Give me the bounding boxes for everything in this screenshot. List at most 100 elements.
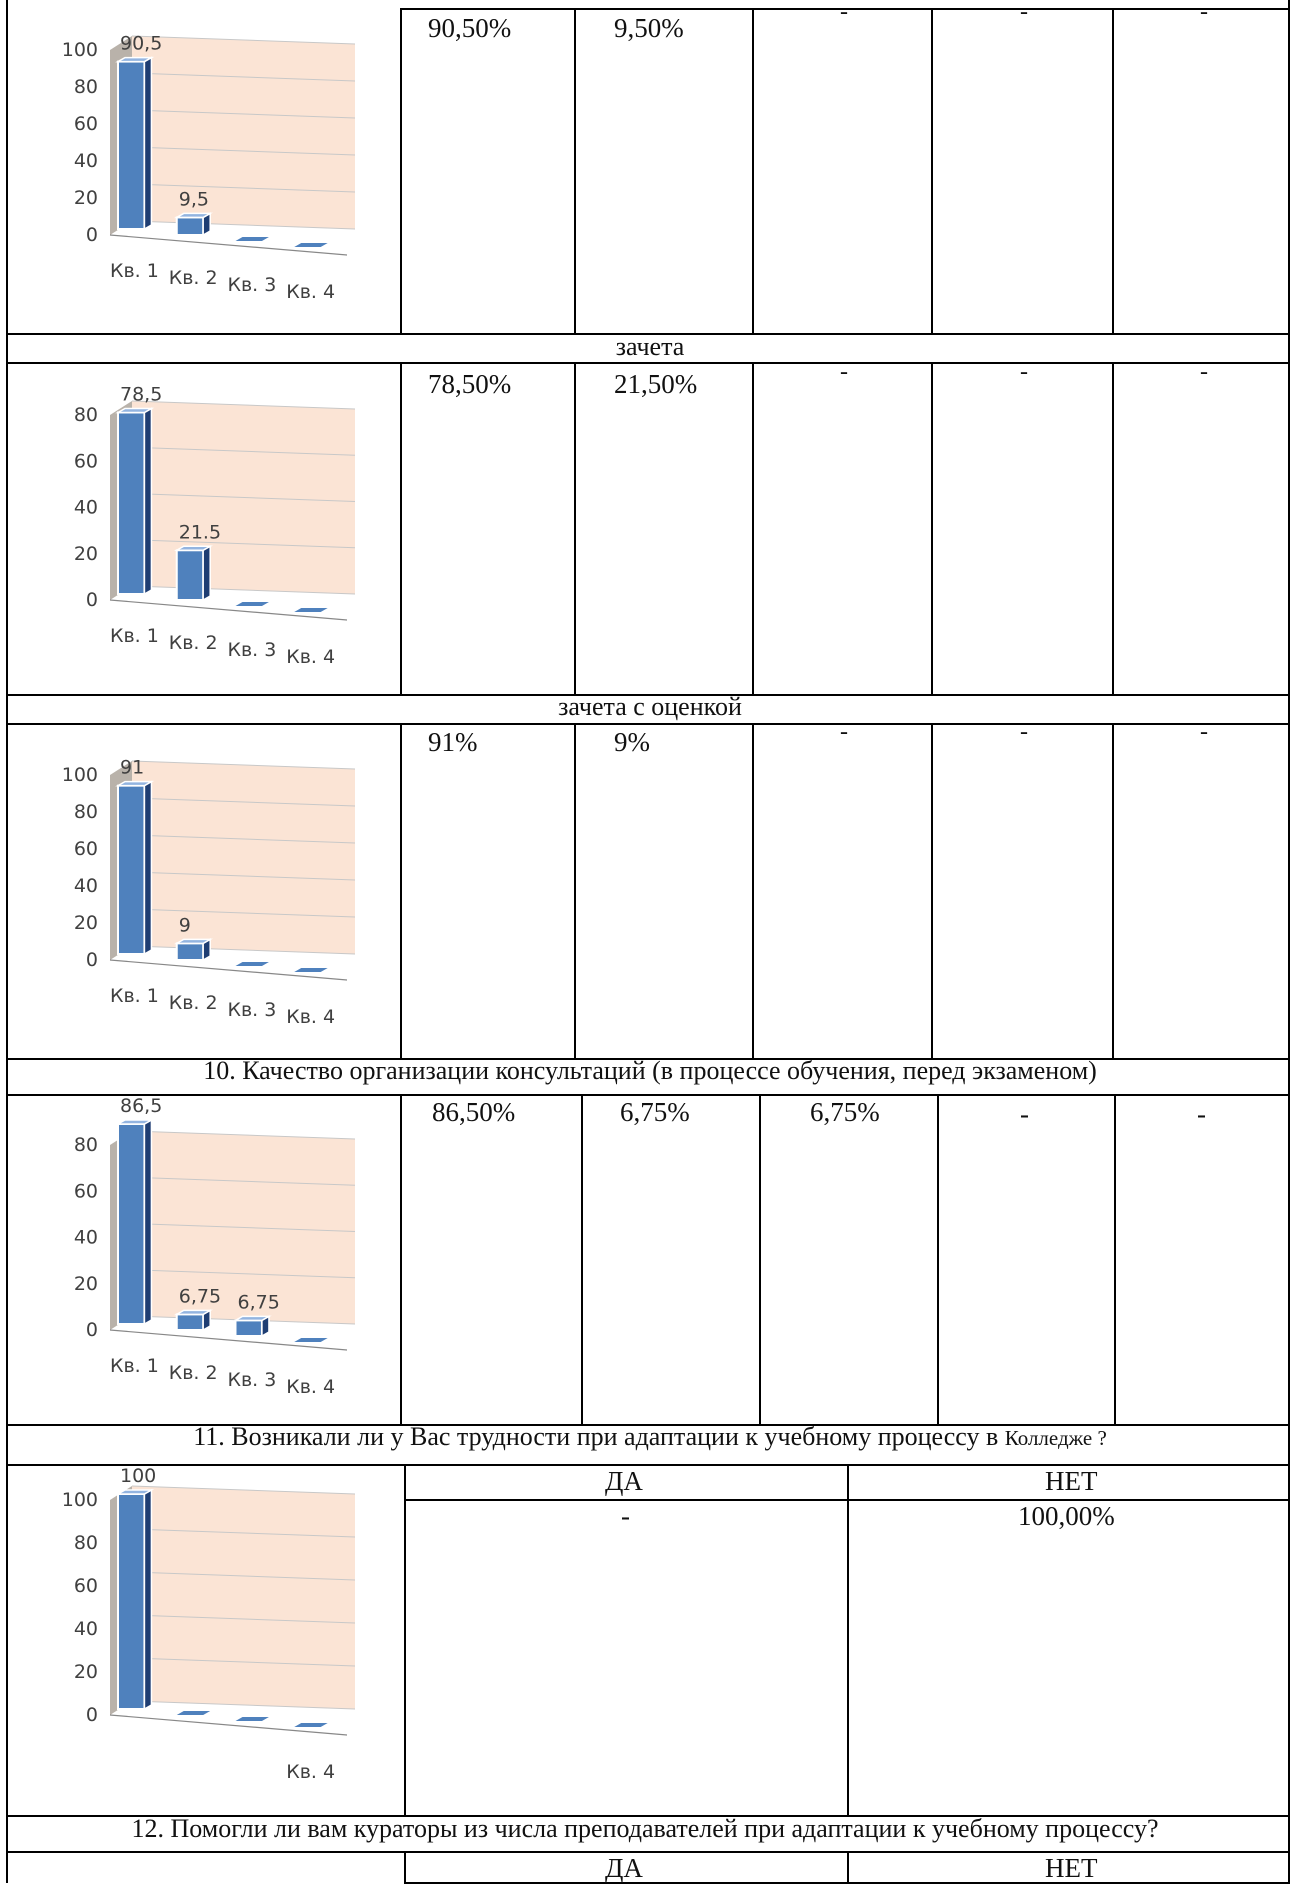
value-cell: 9,50% xyxy=(614,13,684,43)
yes-header: ДА xyxy=(605,1466,643,1496)
col-border xyxy=(400,723,402,1058)
section-caption: 11. Возникали ли у Вас трудности при ада… xyxy=(120,1422,1180,1453)
row-border xyxy=(6,1094,1290,1096)
chart-bar-top xyxy=(173,938,214,945)
col-border xyxy=(1112,723,1114,1058)
value-cell: - xyxy=(1020,0,1028,25)
chart-bar-top xyxy=(115,56,155,63)
chart-gridline xyxy=(131,1485,356,1495)
row-border xyxy=(6,333,1290,335)
chart-gridline xyxy=(131,1700,356,1710)
value-cell: - xyxy=(1020,359,1028,385)
col-border xyxy=(404,1464,406,1815)
chart-bar xyxy=(294,1723,328,1727)
col-border xyxy=(1112,362,1114,694)
chart-gridline xyxy=(131,109,356,119)
chart-bar xyxy=(117,60,146,231)
chart-back-wall xyxy=(132,761,355,954)
chart-bar xyxy=(294,608,328,612)
yes-value: - xyxy=(621,1501,630,1531)
chart-bar-top xyxy=(115,1489,155,1495)
chart-data-label: 78,5 xyxy=(120,383,162,405)
row-border xyxy=(400,8,1290,10)
chart-gridline xyxy=(131,1614,356,1624)
chart-xtick-label: Кв. 3 xyxy=(228,999,277,1021)
chart-gridline xyxy=(131,539,356,549)
chart-ytick-label: 40 xyxy=(74,150,98,172)
row-border xyxy=(6,723,1290,725)
value-cell: 9% xyxy=(614,727,650,757)
section-caption-main: 11. Возникали ли у Вас трудности при ада… xyxy=(193,1422,999,1451)
chart-ytick-label: 60 xyxy=(74,1575,98,1597)
bar-chart-3: 0 20 40 60 80 100 91 Кв. 1 9 Кв. 2 Кв. 3 Кв. 4 xyxy=(62,757,356,1028)
row-border xyxy=(6,362,1290,364)
chart-ytick-label: 60 xyxy=(74,1180,98,1202)
col-border xyxy=(400,8,402,333)
section-caption: 12. Помогли ли вам кураторы из числа пре… xyxy=(131,1814,1159,1843)
chart-xtick-label: Кв. 2 xyxy=(169,992,218,1014)
col-border xyxy=(931,362,933,694)
row-border xyxy=(404,1499,1290,1501)
chart-data-label: 91 xyxy=(120,757,144,779)
chart-ytick-label: 100 xyxy=(62,39,98,61)
chart-ytick-label: 20 xyxy=(74,187,98,209)
chart-xtick-label: Кв. 4 xyxy=(286,1376,335,1398)
col-border xyxy=(759,1094,761,1424)
chart-bar xyxy=(175,942,205,962)
chart-bar-side xyxy=(143,1488,153,1711)
chart-x-axis xyxy=(109,959,348,981)
chart-gridline xyxy=(131,400,356,410)
chart-gridline xyxy=(131,1657,356,1667)
chart-ytick-label: 0 xyxy=(86,589,98,611)
value-cell: - xyxy=(1020,1099,1029,1129)
chart-data-label: 100 xyxy=(120,1465,156,1487)
chart-back-wall xyxy=(132,1486,355,1709)
chart-gridline xyxy=(131,871,356,881)
chart-x-axis xyxy=(109,1714,348,1736)
chart-bar xyxy=(117,784,146,956)
col-border xyxy=(931,723,933,1058)
col-border xyxy=(581,1094,583,1424)
no-header: НЕТ xyxy=(1045,1466,1098,1496)
chart-gridline xyxy=(131,35,356,45)
chart-gridline xyxy=(131,493,356,502)
bar-chart-2: 0 20 40 60 80 78,5 Кв. 1 21.5 Кв. 2 Кв. 3 Кв. 4 xyxy=(74,383,356,668)
chart-ytick-label: 40 xyxy=(74,497,98,519)
chart-gridline xyxy=(131,220,356,230)
chart-xtick-label: Кв. 1 xyxy=(110,985,159,1007)
chart-bar xyxy=(117,1122,146,1325)
row-border xyxy=(6,694,1290,696)
chart-bar xyxy=(235,1717,269,1721)
chart-bar xyxy=(234,1319,263,1337)
chart-xtick-label: Кв. 3 xyxy=(228,274,277,296)
chart-ytick-label: 100 xyxy=(62,1489,98,1511)
chart-ytick-label: 40 xyxy=(74,875,98,897)
chart-ytick-label: 20 xyxy=(74,1661,98,1683)
chart-ytick-label: 0 xyxy=(86,1704,98,1726)
chart-ytick-label: 80 xyxy=(74,404,98,426)
row-border xyxy=(6,1058,1290,1060)
chart-x-axis xyxy=(109,234,348,256)
bar-chart-4: 0 20 40 60 80 86,5 Кв. 1 6,75 Кв. 2 6,75 Кв. 3 Кв. … xyxy=(74,1095,356,1398)
chart-bar-side xyxy=(143,780,153,956)
chart-xtick-label: Кв. 1 xyxy=(110,625,159,647)
chart-gridline xyxy=(131,183,356,193)
row-border xyxy=(6,1851,1290,1853)
chart-gridline xyxy=(131,72,356,82)
value-cell: 78,50% xyxy=(428,369,512,399)
chart-xtick-label: Кв. 2 xyxy=(169,1362,218,1384)
col-border xyxy=(400,1094,402,1424)
yes-header: ДА xyxy=(605,1853,643,1883)
chart-ytick-label: 0 xyxy=(86,224,98,246)
value-cell: - xyxy=(840,359,848,385)
chart-gridline xyxy=(131,908,356,918)
section-caption: зачета xyxy=(615,332,685,361)
section-caption: 10. Качество организации консультаций (в… xyxy=(203,1056,1097,1085)
chart-xtick-label: Кв. 1 xyxy=(110,1355,159,1377)
chart-bar-top xyxy=(173,545,214,552)
row-border xyxy=(6,1815,1290,1817)
chart-data-label: 9,5 xyxy=(179,188,209,210)
chart-bar-top xyxy=(173,1309,214,1316)
chart-gridline xyxy=(131,446,356,456)
